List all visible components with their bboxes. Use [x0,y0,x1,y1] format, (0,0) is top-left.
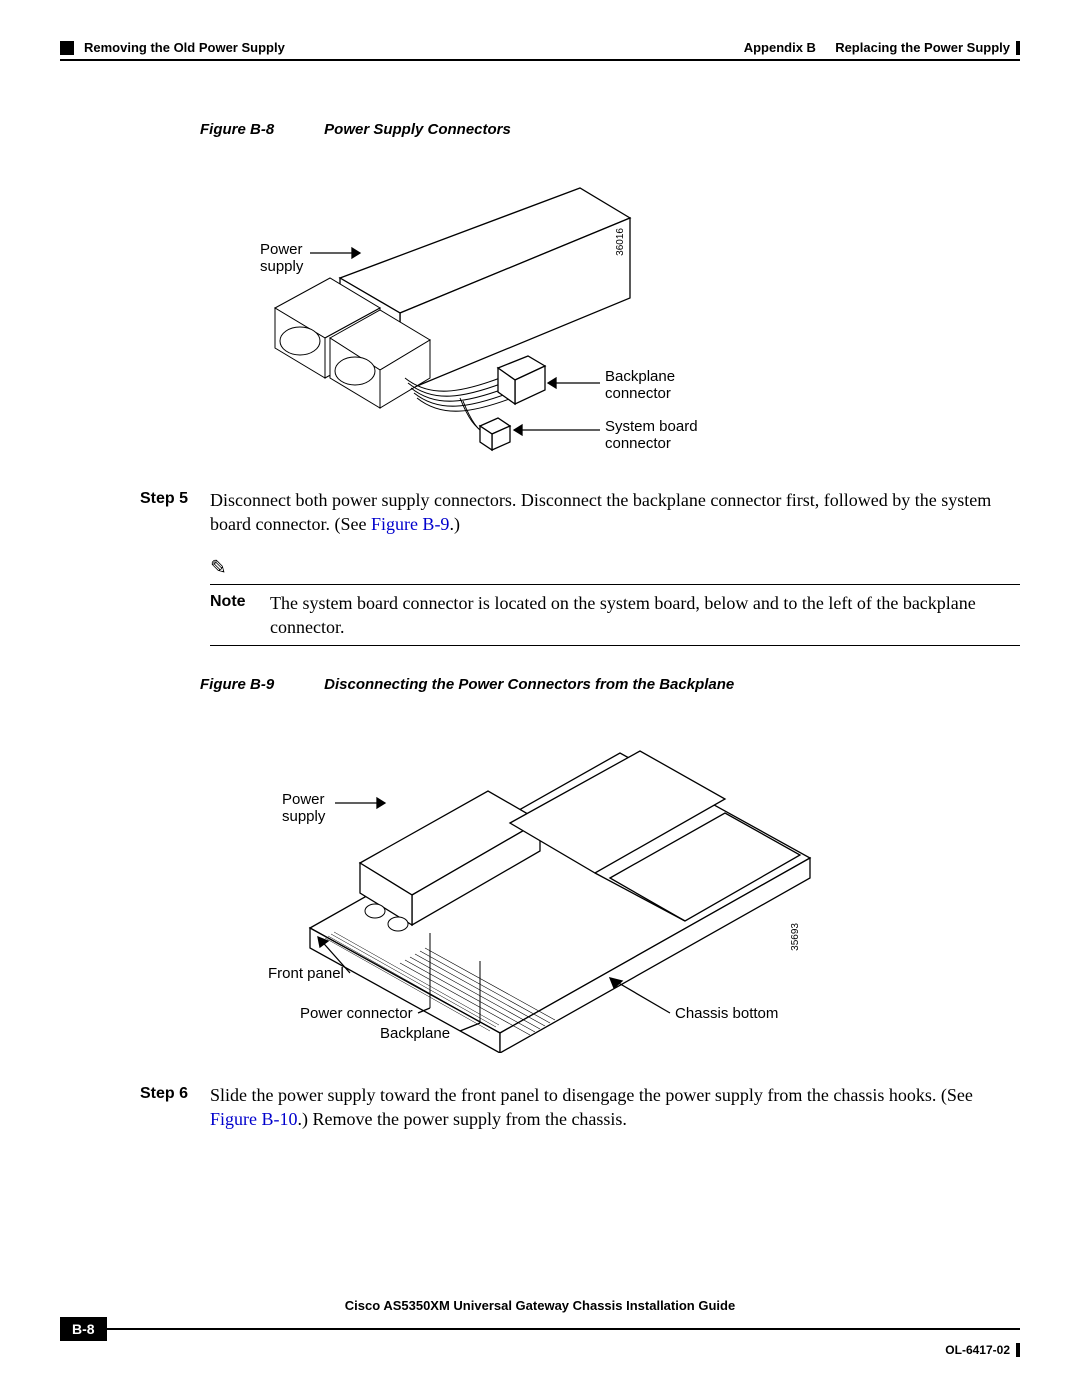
figure-8-caption: Figure B-8 Power Supply Connectors [200,121,1020,138]
chassis-svg [200,713,880,1053]
figure-9-title: Disconnecting the Power Connectors from … [324,676,734,693]
fig8-partnum: 36016 [615,228,626,256]
step-6-link[interactable]: Figure B-10 [210,1109,298,1129]
footer-rule [107,1328,1020,1330]
figure-8-title: Power Supply Connectors [324,121,511,138]
step-5-label: Step 5 [140,488,210,537]
fig8-label-power-supply: Power supply [260,241,303,275]
note-label: Note [210,591,270,640]
note-rule-bottom [210,645,1020,646]
step-5-link[interactable]: Figure B-9 [371,514,450,534]
step-5-text-a: Disconnect both power supply connectors.… [210,490,991,534]
step-5: Step 5 Disconnect both power supply conn… [140,488,1020,537]
footer-doc-title: Cisco AS5350XM Universal Gateway Chassis… [60,1298,1020,1313]
fig9-label-power-supply: Power supply [282,791,325,825]
step-6-text-b: .) Remove the power supply from the chas… [298,1109,627,1129]
step-5-text-b: .) [449,514,460,534]
power-supply-svg [200,158,820,458]
note-block: ✎ Note The system board connector is loc… [210,555,1020,647]
step-6-label: Step 6 [140,1083,210,1132]
fig9-label-front-panel: Front panel [268,965,344,982]
figure-9-caption: Figure B-9 Disconnecting the Power Conne… [200,676,1020,693]
fig8-label-backplane: Backplane connector [605,368,675,402]
step-6: Step 6 Slide the power supply toward the… [140,1083,1020,1132]
figure-8-number: Figure B-8 [200,121,320,138]
fig9-label-backplane: Backplane [380,1025,450,1042]
note-rule-top [210,584,1020,585]
header-marker-right [1016,41,1020,55]
fig8-label-sysboard: System board connector [605,418,698,452]
pencil-icon: ✎ [210,555,1020,580]
figure-9-diagram: Power supply Front panel Power connector… [200,713,880,1053]
header-rule [60,59,1020,61]
fig9-label-chassis-bottom: Chassis bottom [675,1005,778,1022]
footer-doc-number: OL-6417-02 [945,1343,1010,1357]
step-6-text-a: Slide the power supply toward the front … [210,1085,973,1105]
fig9-partnum: 35693 [790,923,801,951]
chapter-title: Replacing the Power Supply [835,40,1010,55]
figure-8-diagram: Power supply Backplane connector System … [200,158,820,458]
figure-9-number: Figure B-9 [200,676,320,693]
header-marker-left [60,41,74,55]
note-text: The system board connector is located on… [270,591,1020,640]
section-title: Removing the Old Power Supply [84,40,285,55]
page-footer: Cisco AS5350XM Universal Gateway Chassis… [60,1298,1020,1357]
footer-marker [1016,1343,1020,1357]
page-number-badge: B-8 [60,1317,107,1341]
appendix-label: Appendix B [744,40,816,55]
fig9-label-power-connector: Power connector [300,1005,413,1022]
